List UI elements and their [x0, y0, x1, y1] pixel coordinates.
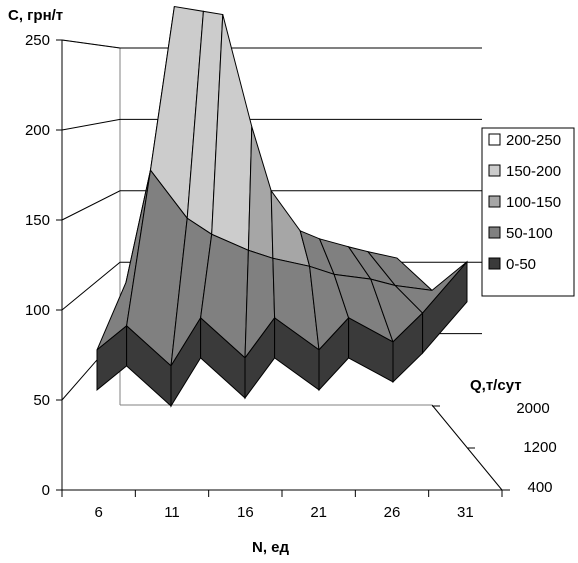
gridline	[61, 118, 482, 131]
gridline	[61, 190, 482, 221]
x-tick-label: 6	[94, 504, 102, 521]
gridline	[61, 39, 482, 49]
legend-label: 150-200	[506, 163, 561, 180]
surface-patch	[270, 189, 311, 267]
x-tick-label: 11	[164, 504, 180, 521]
legend-label: 200-250	[506, 132, 561, 149]
legend-swatch	[488, 257, 501, 270]
z-axis-title: C, грн/т	[8, 7, 63, 24]
axis-labels: 0 50 100 150 200 250 6 11 16 21 26 31 400 1200 2000	[25, 32, 557, 521]
depth-tick-label: 1200	[523, 439, 556, 456]
z-tick-label: 50	[33, 392, 50, 409]
z-tick-label: 150	[25, 212, 50, 229]
z-tick-label: 250	[25, 32, 50, 49]
x-tick-label: 21	[310, 504, 327, 521]
z-tick-label: 100	[25, 302, 50, 319]
surface-front-skirt	[422, 260, 468, 355]
legend-label: 100-150	[506, 194, 561, 211]
legend-label: 50-100	[506, 225, 553, 242]
axes	[56, 39, 510, 497]
legend-swatch	[488, 195, 501, 208]
z-tick-label: 0	[42, 482, 50, 499]
depth-tick-label: 2000	[516, 400, 549, 417]
surface-plot	[96, 5, 468, 408]
legend-swatch	[488, 164, 501, 177]
legend: 200-250 150-200 100-150 50-100 0-50	[481, 127, 575, 297]
legend-swatch	[488, 133, 501, 146]
z-tick-label: 200	[25, 122, 50, 139]
depth-axis-title: Q,т/сут	[470, 377, 522, 394]
x-tick-label: 31	[457, 504, 474, 521]
x-tick-label: 26	[384, 504, 401, 521]
surface-patch	[247, 126, 274, 260]
depth-tick-label: 400	[527, 479, 552, 496]
x-axis-title: N, ед	[252, 539, 290, 556]
legend-swatch	[488, 226, 501, 239]
legend-label: 0-50	[506, 256, 536, 273]
side-wall	[62, 40, 120, 490]
x-tick-label: 16	[237, 504, 254, 521]
